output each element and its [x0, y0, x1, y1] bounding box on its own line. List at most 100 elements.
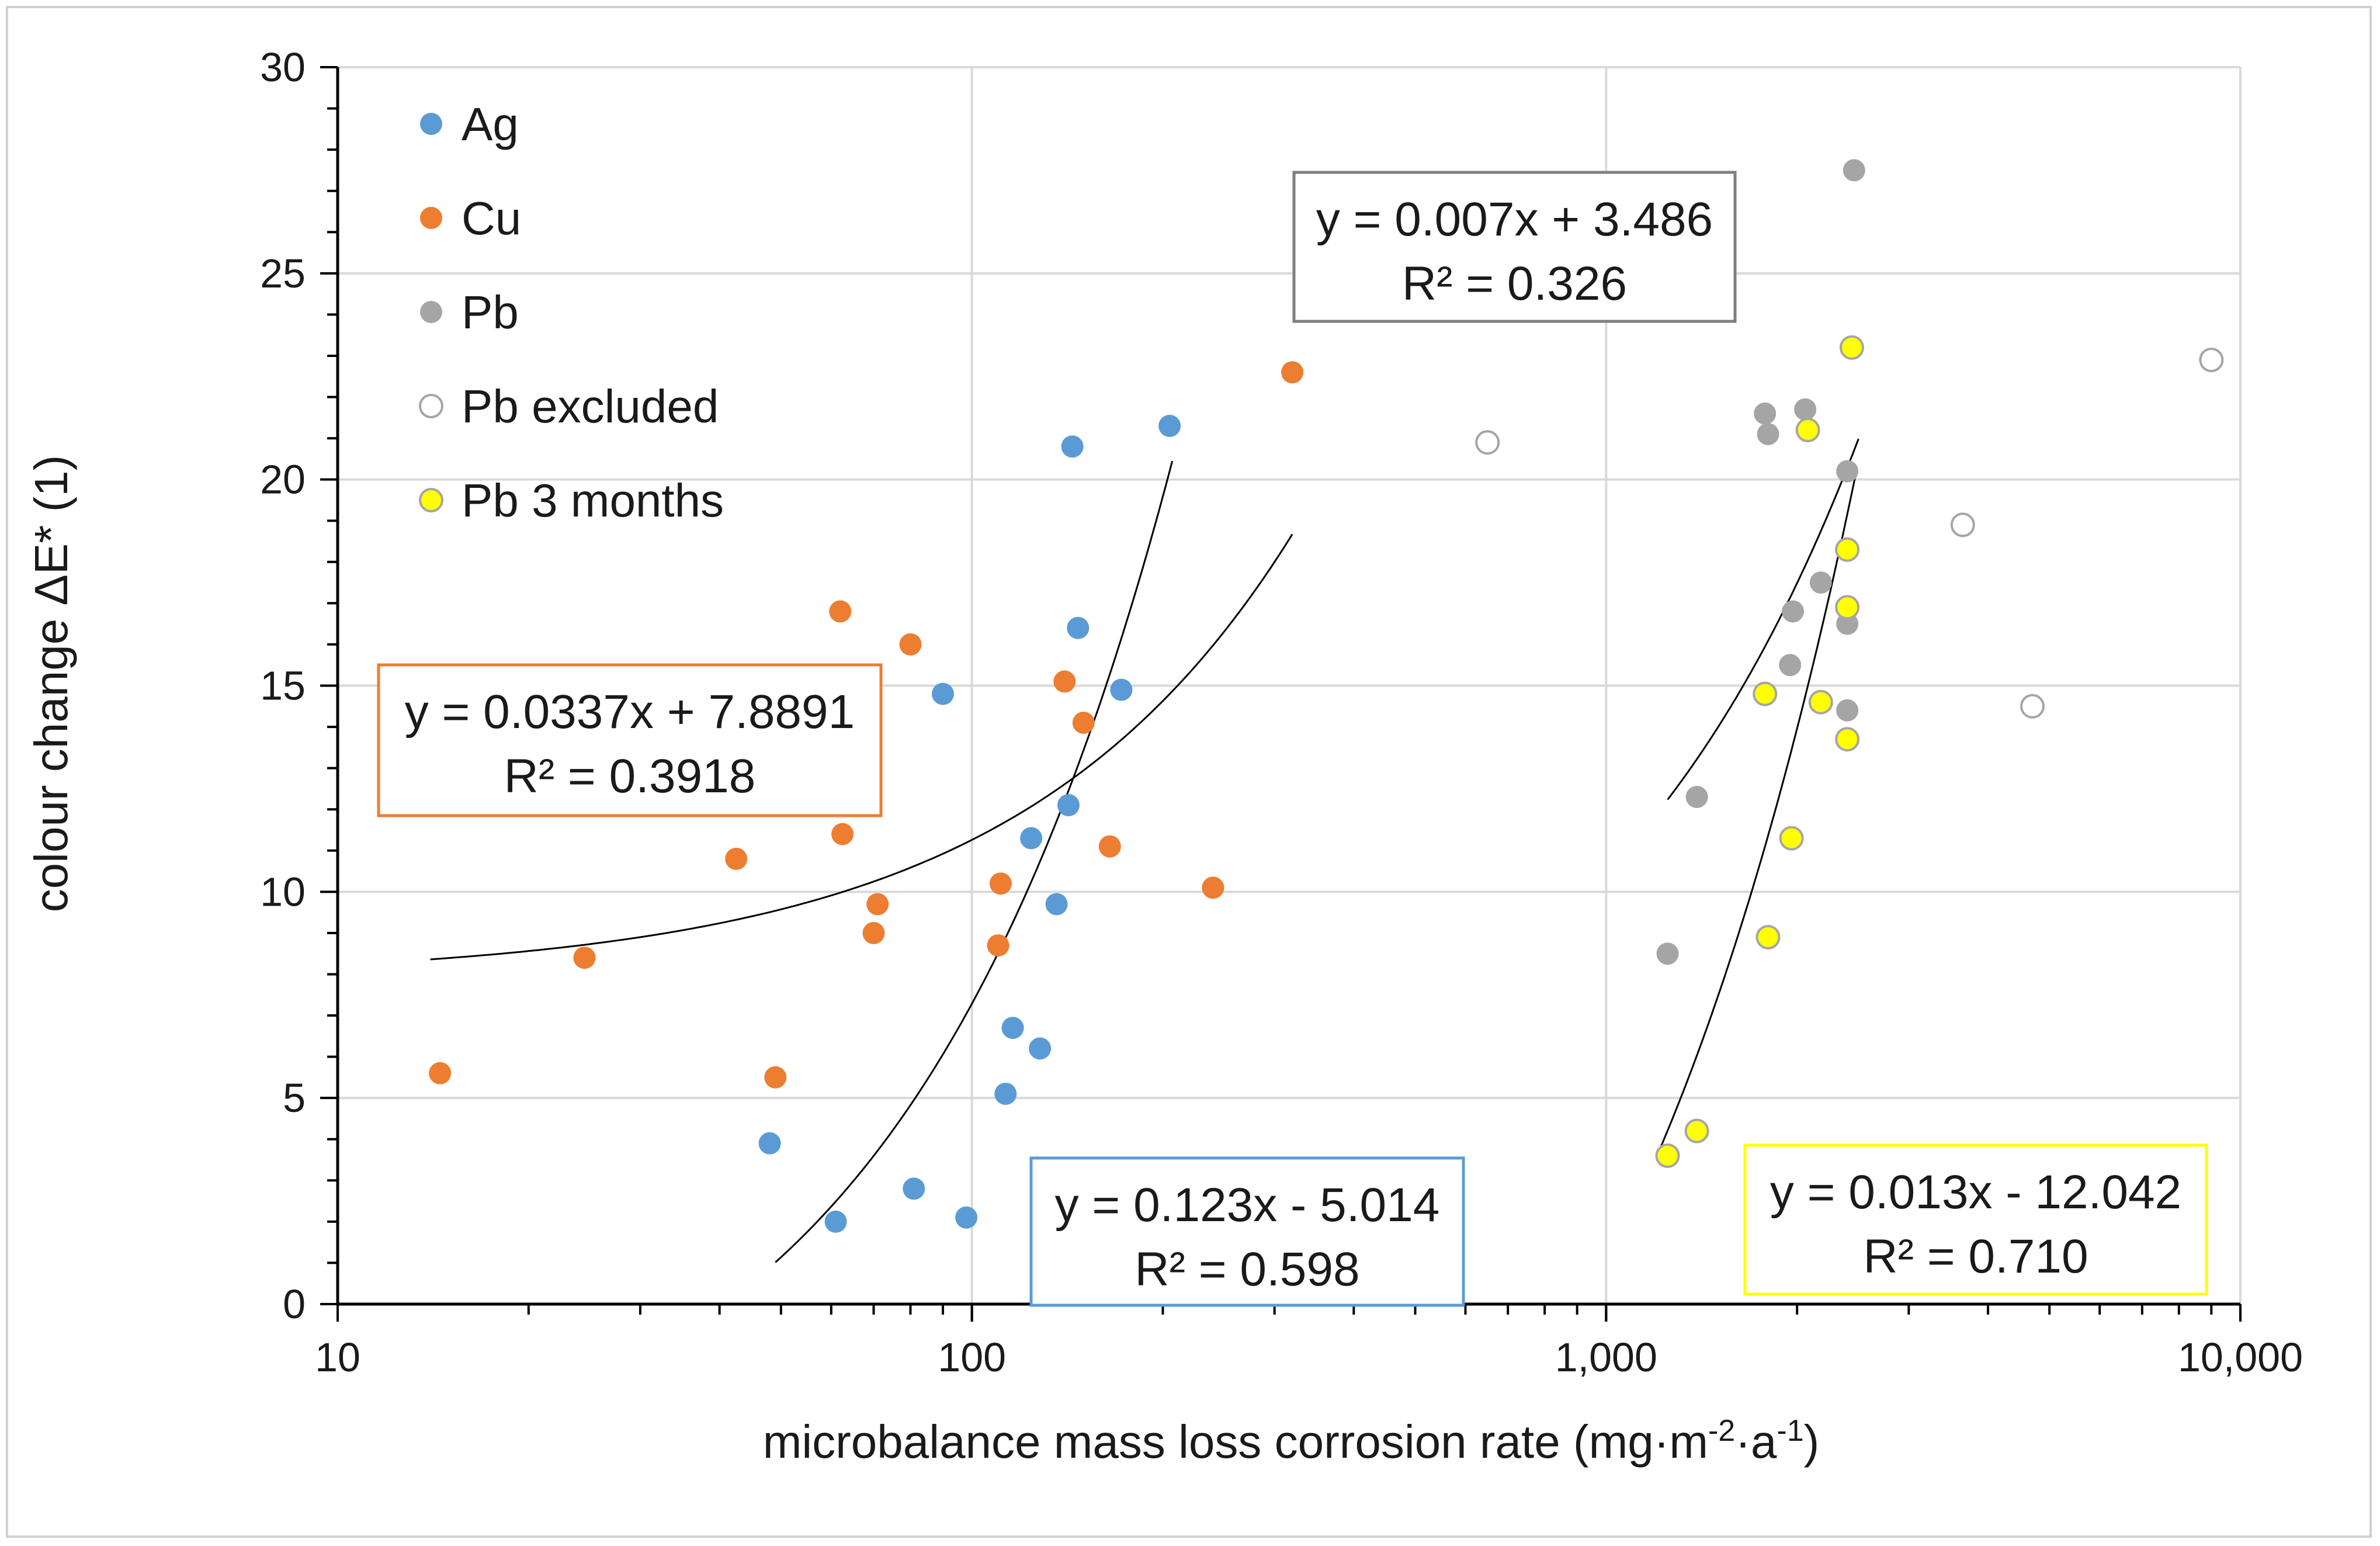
trendlines — [430, 438, 1859, 1263]
point-pb — [1779, 654, 1802, 677]
point-ag — [903, 1177, 925, 1200]
point-cu — [989, 872, 1012, 895]
point-pb-3-months — [1753, 681, 1778, 706]
point-pb-3-months — [1808, 689, 1833, 715]
point-cu — [1202, 876, 1224, 899]
point-cu — [429, 1062, 452, 1084]
point-cu — [831, 823, 854, 845]
trendline-pb — [1667, 438, 1859, 800]
point-pb — [1757, 423, 1779, 445]
point-cu — [1072, 712, 1095, 734]
legend-label-pb-excluded: Pb excluded — [462, 380, 719, 432]
point-cu — [987, 934, 1009, 957]
x-tick-label: 10 — [315, 1334, 360, 1380]
point-ag — [994, 1083, 1017, 1105]
point-ag — [1045, 893, 1068, 916]
r-squared-text: R² = 0.326 — [1402, 257, 1627, 310]
point-pb-excluded — [2020, 694, 2045, 719]
point-ag — [932, 682, 954, 705]
point-ag — [1001, 1017, 1024, 1039]
equation-box-ag: y = 0.123x - 5.014 R² = 0.598 — [1029, 1156, 1465, 1307]
point-ag — [1067, 616, 1090, 639]
legend-marker-ag — [420, 113, 442, 135]
point-pb — [1754, 402, 1777, 425]
r-squared-text: R² = 0.3918 — [504, 750, 756, 803]
x-tick-label: 100 — [938, 1334, 1006, 1380]
y-tick-label: 0 — [283, 1281, 306, 1327]
point-ag — [955, 1206, 978, 1229]
point-ag — [1020, 827, 1043, 850]
equation-box-pb-3-months: y = 0.013x - 12.042 R² = 0.710 — [1743, 1143, 2208, 1296]
point-cu — [573, 947, 596, 969]
equation-text: y = 0.0337x + 7.8891 — [405, 685, 855, 739]
legend-label-pb-3-months: Pb 3 months — [462, 474, 724, 526]
point-ag — [1061, 435, 1084, 458]
y-tick-label: 5 — [283, 1075, 306, 1121]
point-pb-3-months — [1795, 418, 1820, 442]
trendline-ag — [775, 460, 1174, 1263]
equation-text: y = 0.013x - 12.042 — [1770, 1166, 2181, 1219]
trendline-pb-3-months — [1659, 476, 1857, 1150]
equation-box-pb: y = 0.007x + 3.486 R² = 0.326 — [1292, 171, 1737, 323]
point-ag — [1057, 794, 1080, 817]
gridlines — [338, 66, 2242, 1304]
point-pb-3-months — [1835, 537, 1860, 562]
legend-label-pb: Pb — [462, 286, 519, 338]
point-cu — [862, 921, 885, 944]
trendline-cu — [430, 533, 1293, 961]
legend-marker-cu — [420, 207, 442, 229]
equation-text: y = 0.007x + 3.486 — [1316, 193, 1713, 246]
point-ag — [1158, 414, 1181, 437]
point-pb — [1794, 398, 1817, 421]
equation-text: y = 0.123x - 5.014 — [1055, 1178, 1440, 1232]
y-tick-label: 30 — [260, 44, 306, 90]
r-squared-text: R² = 0.598 — [1135, 1243, 1359, 1296]
equation-boxes: y = 0.0337x + 7.8891 R² = 0.3918 y = 0.123… — [377, 171, 2208, 1307]
point-pb — [1836, 699, 1859, 722]
data-points — [429, 159, 2224, 1233]
legend-label-cu: Cu — [462, 192, 521, 244]
point-pb-excluded — [1950, 512, 1975, 538]
point-cu — [1098, 835, 1121, 858]
axes: 0 5 10 15 20 25 30 10 100 1,000 10,000 — [260, 44, 2303, 1380]
point-ag — [1110, 678, 1133, 701]
point-ag — [824, 1210, 847, 1233]
point-pb-3-months — [1684, 1118, 1709, 1143]
y-tick-label: 25 — [260, 251, 306, 296]
legend-marker-pb-3-months — [419, 488, 443, 512]
x-tick-label: 10,000 — [2178, 1334, 2303, 1380]
r-squared-text: R² = 0.710 — [1863, 1230, 2088, 1283]
point-pb-3-months — [1835, 727, 1860, 752]
point-pb-3-months — [1755, 925, 1781, 949]
legend-marker-pb-excluded — [419, 394, 443, 418]
equation-box-cu: y = 0.0337x + 7.8891 R² = 0.3918 — [377, 663, 883, 817]
point-cu — [764, 1066, 787, 1089]
point-pb — [1836, 460, 1859, 483]
x-tick-label: 1,000 — [1555, 1334, 1657, 1380]
point-pb — [1685, 786, 1708, 808]
point-ag — [758, 1132, 781, 1155]
legend-label-ag: Ag — [462, 98, 519, 150]
point-ag — [1029, 1037, 1052, 1060]
point-pb — [1656, 942, 1679, 965]
point-pb-3-months — [1835, 595, 1860, 620]
point-pb — [1843, 159, 1865, 182]
y-tick-label: 20 — [260, 457, 306, 502]
legend-marker-pb — [420, 301, 442, 323]
y-tick-label: 15 — [260, 663, 306, 709]
y-axis-title: colour change ΔE* (1) — [25, 455, 77, 913]
legend: Ag Cu Pb Pb excluded Pb 3 months — [419, 98, 724, 526]
point-cu — [1053, 670, 1076, 693]
point-cu — [899, 633, 922, 656]
y-tick-label: 10 — [260, 869, 306, 914]
point-pb-3-months — [1655, 1143, 1680, 1168]
x-axis-title: microbalance mass loss corrosion rate (m… — [763, 1414, 1820, 1468]
point-pb-excluded — [2199, 348, 2224, 372]
point-cu — [866, 893, 889, 916]
point-pb-3-months — [1839, 335, 1864, 360]
point-pb-excluded — [1475, 430, 1500, 455]
point-cu — [829, 600, 852, 623]
point-pb-3-months — [1779, 826, 1804, 851]
point-pb — [1809, 571, 1832, 594]
